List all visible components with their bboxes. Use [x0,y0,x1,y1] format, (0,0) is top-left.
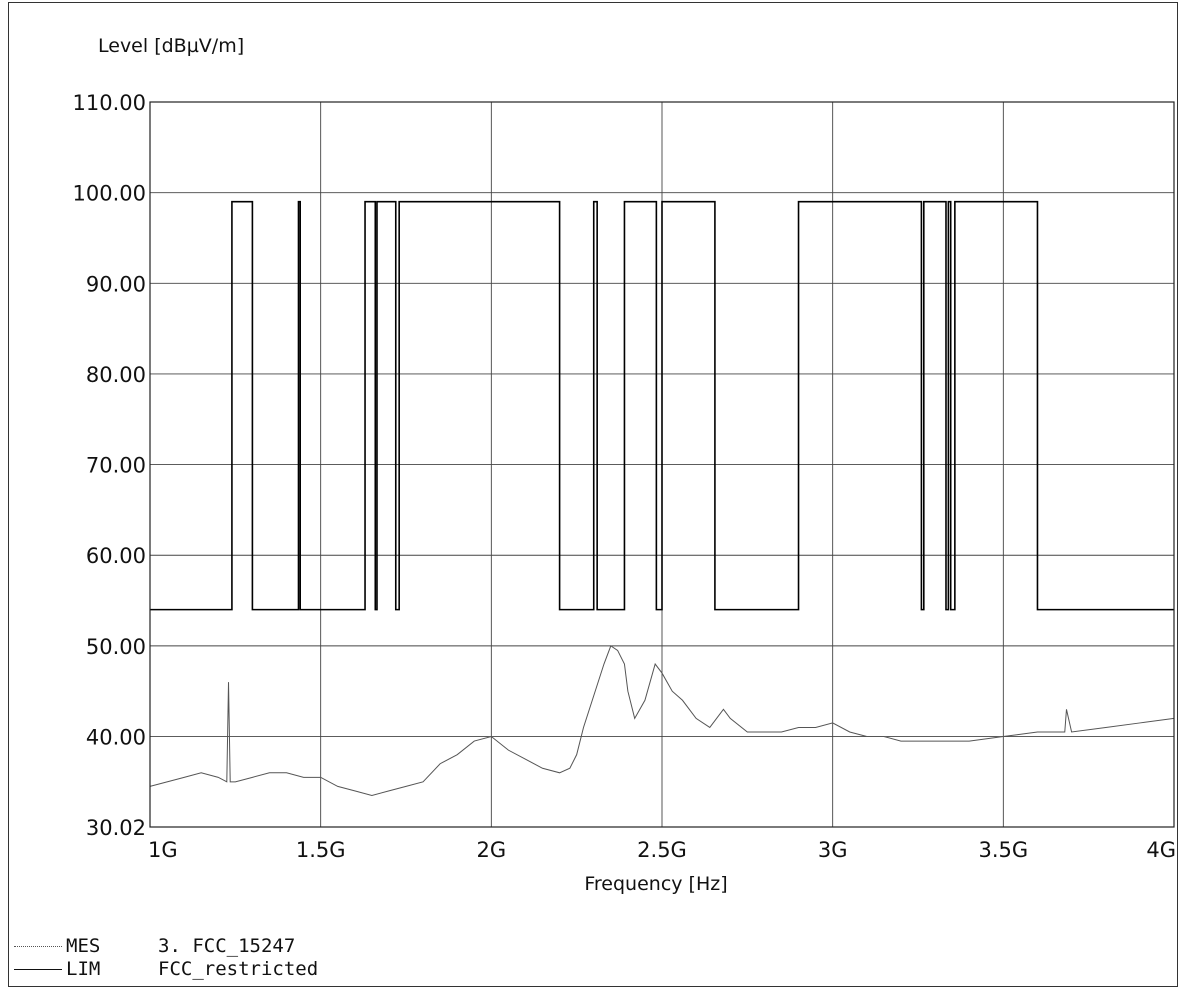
legend-code: LIM [66,958,101,980]
x-axis-label: Frequency [Hz] [584,873,727,895]
y-tick-label: 80.00 [86,363,146,387]
plot-border [149,101,1175,828]
x-tick-label: 2.5G [637,838,687,862]
measurement-trace [149,645,1175,796]
y-tick-label: 110.00 [73,91,146,115]
limit-line-fcc-restricted [150,200,1174,611]
y-axis-label: Level [dBµV/m] [98,35,244,57]
y-tick-label: 100.00 [73,182,146,206]
y-axis-ticks: 30.02 40.00 50.00 60.00 70.00 80.00 90.00 100.0… [73,91,146,840]
legend: MES 3. FCC_15247 LIM FCC_restricted [0,915,1182,985]
y-tick-label: 30.02 [86,816,146,840]
x-tick-label: 1.5G [296,838,346,862]
emc-spectrum-chart: 30.02 40.00 50.00 60.00 70.00 80.00 90.00 100.0… [73,35,1176,895]
legend-text: 3. FCC_15247 [158,935,296,957]
x-tick-label: 2G [477,838,507,862]
x-axis-ticks: 1G 1.5G 2G 2.5G 3G 3.5G 4G [148,838,1176,862]
x-tick-label: 3G [818,838,848,862]
y-tick-label: 60.00 [86,544,146,568]
y-tick-label: 70.00 [86,454,146,478]
legend-swatch-solid [14,968,62,970]
series-layer [149,200,1175,796]
legend-item-mes: MES 3. FCC_15247 [14,935,295,957]
y-tick-label: 90.00 [86,272,146,296]
legend-code: MES [66,935,101,957]
legend-swatch-dotted [14,945,62,947]
x-tick-label: 1G [148,838,178,862]
y-tick-label: 50.00 [86,635,146,659]
y-tick-label: 40.00 [86,726,146,750]
x-tick-label: 3.5G [978,838,1028,862]
x-tick-label: 4G [1146,838,1176,862]
legend-text: FCC_restricted [158,958,319,980]
legend-item-lim: LIM FCC_restricted [14,958,318,980]
